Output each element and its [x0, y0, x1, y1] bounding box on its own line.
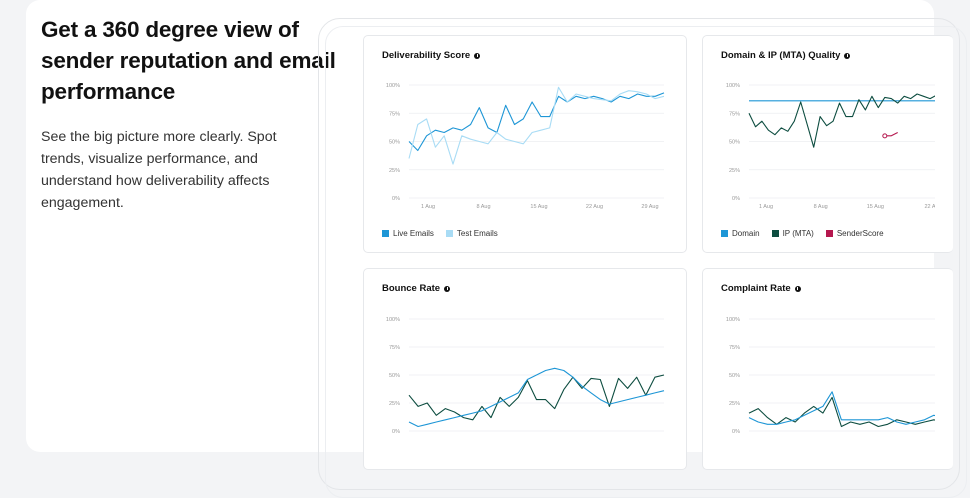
y-tick-label: 25%	[729, 401, 740, 407]
y-tick-label: 75%	[729, 345, 740, 351]
description: See the big picture more clearly. Spot t…	[41, 129, 277, 211]
card-title-text: Complaint Rate	[721, 283, 791, 294]
card-title: Complaint Rate	[721, 283, 801, 294]
info-icon[interactable]	[444, 285, 451, 292]
legend-label: IP (MTA)	[782, 229, 814, 238]
legend-item-ip-mta[interactable]: IP (MTA)	[771, 229, 814, 238]
series-line-s2	[408, 367, 665, 428]
legend-item-domain[interactable]: Domain	[721, 229, 760, 238]
legend-label: Test Emails	[456, 229, 498, 238]
chart-legend: Domain IP (MTA) SenderScore	[721, 229, 884, 238]
y-tick-label: 75%	[729, 111, 740, 117]
headline: Get a 360 degree view of sender reputati…	[41, 17, 336, 104]
y-tick-label: 0%	[732, 196, 740, 202]
legend-label: Domain	[732, 229, 760, 238]
x-tick-label: 8 Aug	[476, 204, 490, 210]
y-tick-label: 100%	[726, 317, 740, 323]
bounce-rate-chart: 100% 75% 50% 25% 0%	[386, 317, 665, 435]
y-tick-label: 25%	[729, 168, 740, 174]
card-title-text: Deliverability Score	[382, 50, 471, 61]
legend-swatch	[721, 230, 728, 237]
series-line-s2	[748, 391, 935, 425]
series-line-test-emails	[408, 86, 665, 165]
y-tick-label: 0%	[392, 196, 400, 202]
y-tick-label: 50%	[389, 140, 400, 146]
card-title-text: Bounce Rate	[382, 283, 441, 294]
legend-item-test-emails[interactable]: Test Emails	[445, 229, 498, 238]
domain-ip-quality-card: Domain & IP (MTA) Quality 100% 75% 50% 25% 0…	[702, 35, 953, 253]
series-line-live-emails	[408, 92, 665, 152]
legend-swatch	[382, 230, 389, 237]
complaint-rate-chart: 100% 75% 50% 25% 0%	[726, 317, 935, 435]
x-tick-label: 22 A	[924, 204, 935, 210]
y-tick-label: 0%	[732, 429, 740, 435]
card-title-text: Domain & IP (MTA) Quality	[721, 50, 841, 61]
x-tick-label: 15 Aug	[867, 204, 884, 210]
y-tick-label: 75%	[389, 111, 400, 117]
x-tick-label: 1 Aug	[421, 204, 435, 210]
x-tick-label: 22 Aug	[586, 204, 603, 210]
info-icon[interactable]	[794, 285, 801, 292]
legend-item-senderscore[interactable]: SenderScore	[825, 229, 884, 238]
legend-swatch	[771, 230, 779, 237]
y-tick-label: 0%	[392, 429, 400, 435]
card-title: Deliverability Score	[382, 50, 481, 61]
legend-swatch	[825, 230, 833, 237]
domain-ip-chart: 100% 75% 50% 25% 0% 1 Aug 8 Aug 15 Aug 22 A	[726, 83, 935, 210]
y-tick-label: 25%	[389, 401, 400, 407]
info-icon[interactable]	[474, 52, 481, 59]
x-tick-label: 8 Aug	[814, 204, 828, 210]
x-tick-label: 29 Aug	[641, 204, 658, 210]
x-tick-label: 1 Aug	[759, 204, 773, 210]
y-tick-label: 100%	[386, 83, 400, 89]
info-icon[interactable]	[844, 52, 851, 59]
complaint-rate-card: Complaint Rate 100% 75% 50% 25% 0%	[702, 268, 953, 470]
intro-section: Get a 360 degree view of sender reputati…	[41, 14, 341, 214]
card-title: Bounce Rate	[382, 283, 451, 294]
card-title: Domain & IP (MTA) Quality	[721, 50, 851, 61]
series-point	[882, 133, 888, 139]
y-tick-label: 50%	[729, 140, 740, 146]
y-tick-label: 100%	[726, 83, 740, 89]
legend-label: Live Emails	[393, 229, 434, 238]
x-tick-label: 15 Aug	[530, 204, 547, 210]
series-line-s1	[748, 396, 935, 428]
y-tick-label: 75%	[389, 345, 400, 351]
deliverability-chart: 100% 75% 50% 25% 0% 1 Aug 8 Aug 15 Aug 22 Aug 29 …	[386, 83, 665, 210]
series-line-s1	[408, 374, 665, 421]
y-tick-label: 50%	[729, 373, 740, 379]
y-tick-label: 100%	[386, 317, 400, 323]
y-tick-label: 25%	[389, 168, 400, 174]
bounce-rate-card: Bounce Rate 100% 75% 50% 25% 0%	[363, 268, 687, 470]
legend-swatch	[445, 230, 453, 237]
series-line-ip-mta-	[748, 93, 935, 148]
chart-legend: Live Emails Test Emails	[382, 229, 498, 238]
legend-label: SenderScore	[836, 229, 884, 238]
deliverability-score-card: Deliverability Score 100% 75% 50% 25% 0% 1 Au…	[363, 35, 687, 253]
legend-item-live-emails[interactable]: Live Emails	[382, 229, 434, 238]
y-tick-label: 50%	[389, 373, 400, 379]
